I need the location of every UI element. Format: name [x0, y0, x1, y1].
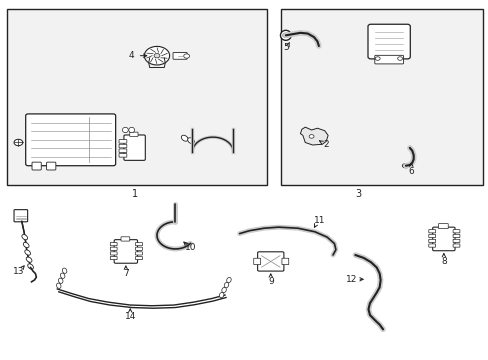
Text: 4: 4: [128, 51, 134, 60]
Ellipse shape: [282, 33, 288, 38]
Text: 6: 6: [407, 167, 413, 176]
FancyBboxPatch shape: [110, 247, 117, 250]
FancyBboxPatch shape: [110, 256, 117, 260]
FancyBboxPatch shape: [123, 135, 145, 160]
Ellipse shape: [23, 242, 29, 248]
FancyBboxPatch shape: [121, 237, 129, 241]
Ellipse shape: [28, 264, 33, 269]
FancyBboxPatch shape: [26, 114, 116, 166]
Text: 12: 12: [345, 275, 356, 284]
FancyBboxPatch shape: [110, 243, 117, 246]
Ellipse shape: [402, 163, 409, 168]
FancyBboxPatch shape: [257, 252, 284, 271]
Circle shape: [154, 54, 160, 58]
FancyBboxPatch shape: [110, 252, 117, 255]
Circle shape: [144, 46, 169, 65]
FancyBboxPatch shape: [135, 243, 142, 246]
FancyBboxPatch shape: [374, 55, 403, 64]
FancyBboxPatch shape: [114, 240, 137, 263]
FancyBboxPatch shape: [119, 154, 126, 157]
Text: 14: 14: [124, 312, 136, 321]
Ellipse shape: [22, 234, 27, 240]
Ellipse shape: [128, 127, 134, 133]
Ellipse shape: [57, 283, 61, 288]
FancyBboxPatch shape: [32, 162, 41, 170]
Ellipse shape: [122, 127, 128, 133]
FancyBboxPatch shape: [135, 247, 142, 250]
FancyBboxPatch shape: [428, 230, 435, 233]
FancyBboxPatch shape: [282, 258, 288, 265]
Ellipse shape: [374, 57, 379, 60]
Bar: [7, 9, 267, 185]
Ellipse shape: [397, 57, 402, 60]
FancyBboxPatch shape: [14, 210, 28, 222]
Text: 10: 10: [185, 243, 197, 252]
Ellipse shape: [187, 138, 194, 144]
Text: 8: 8: [440, 257, 446, 266]
FancyBboxPatch shape: [452, 230, 459, 233]
FancyBboxPatch shape: [452, 244, 459, 247]
Ellipse shape: [280, 30, 290, 40]
FancyBboxPatch shape: [119, 140, 126, 143]
Circle shape: [183, 54, 189, 58]
FancyBboxPatch shape: [173, 53, 187, 59]
Polygon shape: [300, 127, 327, 145]
Circle shape: [14, 139, 23, 146]
FancyBboxPatch shape: [428, 239, 435, 243]
FancyBboxPatch shape: [367, 24, 409, 59]
FancyBboxPatch shape: [452, 234, 459, 238]
Text: 3: 3: [355, 189, 361, 199]
FancyBboxPatch shape: [129, 132, 138, 136]
Text: 13: 13: [13, 267, 24, 276]
FancyBboxPatch shape: [119, 144, 126, 148]
FancyBboxPatch shape: [119, 149, 126, 153]
Text: 9: 9: [267, 277, 273, 286]
Bar: [281, 9, 482, 185]
FancyBboxPatch shape: [135, 256, 142, 260]
FancyBboxPatch shape: [452, 239, 459, 243]
Ellipse shape: [224, 282, 228, 288]
Ellipse shape: [308, 135, 313, 138]
Ellipse shape: [181, 135, 188, 141]
Ellipse shape: [219, 292, 224, 298]
FancyBboxPatch shape: [46, 162, 56, 170]
Text: 7: 7: [123, 269, 128, 278]
FancyBboxPatch shape: [135, 252, 142, 255]
Ellipse shape: [226, 277, 231, 283]
Ellipse shape: [26, 257, 32, 262]
Ellipse shape: [61, 273, 65, 278]
Ellipse shape: [59, 278, 63, 283]
Text: 1: 1: [132, 189, 138, 199]
Text: 2: 2: [323, 140, 328, 149]
Ellipse shape: [25, 250, 30, 255]
Text: 11: 11: [313, 216, 325, 225]
FancyBboxPatch shape: [438, 224, 447, 229]
FancyBboxPatch shape: [428, 234, 435, 238]
FancyBboxPatch shape: [432, 227, 454, 251]
FancyBboxPatch shape: [253, 258, 260, 265]
FancyBboxPatch shape: [428, 244, 435, 247]
Text: 5: 5: [283, 43, 288, 52]
Ellipse shape: [222, 287, 226, 293]
Ellipse shape: [62, 268, 67, 273]
